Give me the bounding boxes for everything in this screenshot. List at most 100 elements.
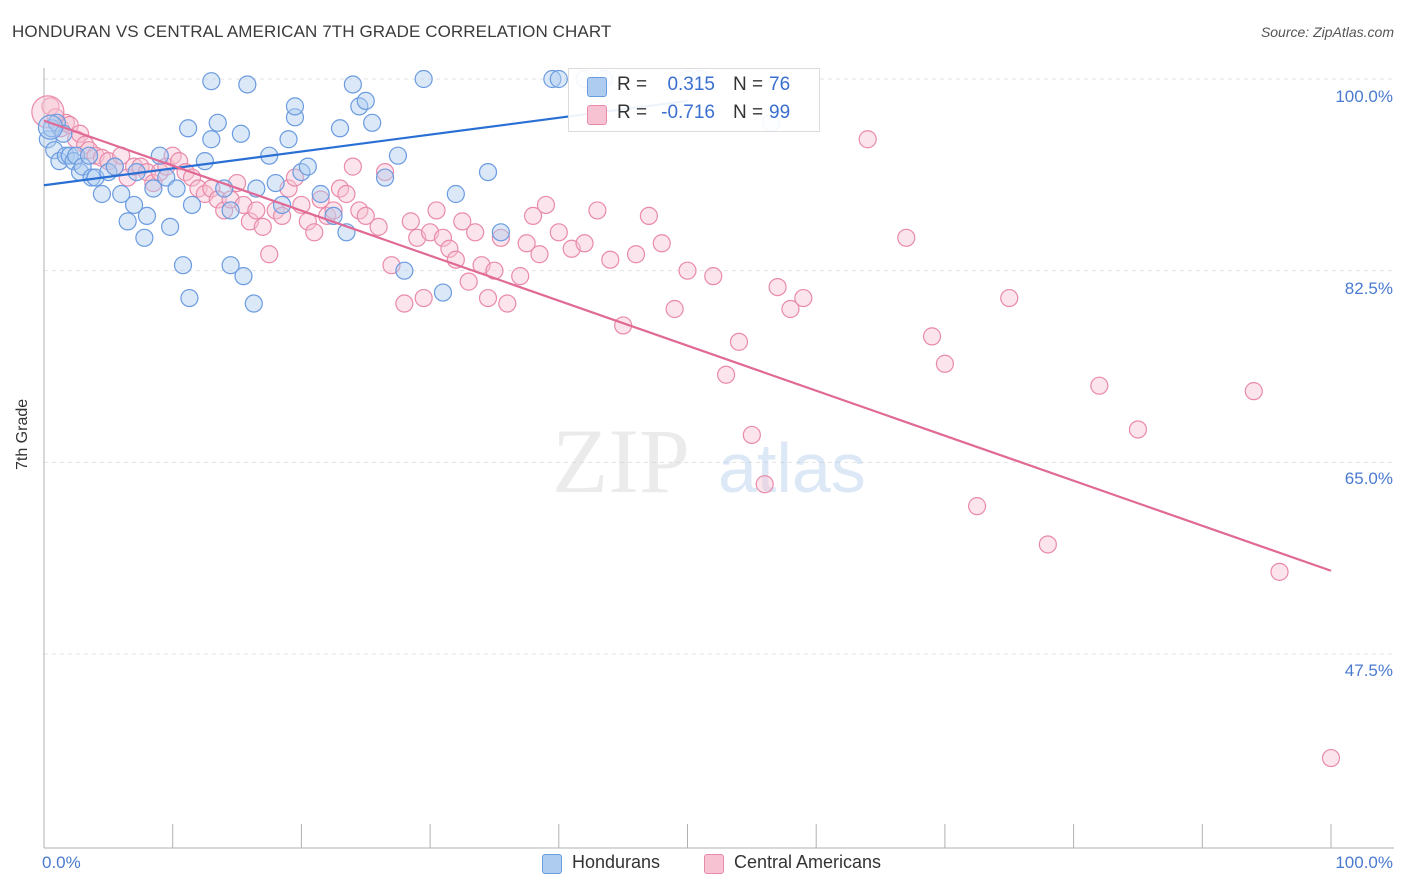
honduran-point [244,294,263,313]
legend-label: Hondurans [572,852,661,872]
honduran-point [135,228,154,247]
honduran-point [37,114,64,140]
honduran-point [79,146,99,165]
legend-r-label: R = [617,74,648,95]
honduran-point [543,69,562,89]
watermark: ZIP atlas [552,410,866,512]
honduran-point [195,152,214,171]
central-american-point [626,245,646,264]
central-american-point [1270,562,1289,581]
honduran-point [433,283,453,302]
y-axis-label: 7th Grade [14,398,31,470]
central-american-point [305,223,324,242]
watermark-zip: ZIP [552,410,690,512]
central-american-point [768,277,787,297]
central-american-point [343,157,362,176]
central-americans-trend-line [43,119,1332,572]
y-tick-label: 47.5% [1344,661,1393,680]
y-tick-label: 65.0% [1344,469,1393,488]
honduran-point [491,223,510,242]
central-american-point [858,130,877,149]
honduran-point [330,119,350,138]
legend-n-label: N = [733,74,764,95]
central-american-point [729,332,749,351]
honduran-point [285,97,305,116]
honduran-point [180,288,199,308]
axes [43,68,1394,849]
central-american-point [717,365,736,384]
honduran-point [234,267,253,286]
honduran-point [298,157,317,176]
honduran-point [221,256,240,275]
honduran-point [356,91,375,111]
central-american-point [549,223,568,242]
honduran-point [266,173,285,193]
central-american-point [208,190,227,209]
central-american-point [967,497,987,516]
honduran-point [343,75,362,94]
legend-row-central-americans: R = -0.716 N = 99 [569,100,819,128]
honduran-point [395,261,414,280]
legend-r-value: 0.315 [667,74,715,95]
central-american-point [755,475,774,494]
honduran-point [124,195,144,215]
honduran-point [202,72,221,91]
honduran-point [105,157,124,176]
honduran-point [478,162,498,182]
honduran-point [179,119,198,138]
central-american-point [395,294,414,313]
central-american-point [459,272,478,291]
chart-source: Source: ZipAtlas.com [1260,24,1394,40]
y-tick-label: 82.5% [1344,279,1393,298]
central-american-point [401,212,420,231]
central-american-point [665,299,684,319]
central-american-point [311,190,330,209]
central-american-point [897,228,916,247]
central-american-point [369,217,388,236]
legend-r-label: R = [617,102,648,123]
central-american-point [704,267,723,286]
honduran-point [202,130,221,149]
legend-n-value: 76 [769,74,791,95]
honduran-point [161,217,180,236]
honduran-point [549,69,568,89]
honduran-point [414,69,433,89]
central-american-point [794,288,813,308]
honduran-point [144,179,163,198]
central-american-point [523,206,543,226]
honduran-point [375,168,395,187]
honduran-point [311,184,330,204]
central-american-point [427,201,446,220]
central-american-point [781,299,800,319]
central-american-point [678,261,697,280]
central-american-point [324,201,343,220]
honduran-point [221,201,240,220]
central-american-point [1000,288,1019,308]
legend-n-label: N = [733,102,764,123]
central-american-point [530,245,549,264]
central-american-point [511,267,530,286]
honduran-point [167,179,186,198]
honduran-point [208,113,227,132]
central-american-point [536,195,556,215]
chart-title: HONDURAN VS CENTRAL AMERICAN 7TH GRADE C… [12,22,612,41]
central-american-point [356,206,375,226]
central-american-point [478,288,498,308]
honduran-point [388,146,408,165]
central-american-point [1090,376,1109,395]
central-american-point [588,201,607,220]
central-american-point [247,201,266,220]
stats-legend: R = 0.315 N = 76 R = -0.716 N = 99 [568,68,820,132]
x-tick-label: 0.0% [42,853,81,872]
honduran-point [231,124,251,143]
central-american-point [498,294,517,313]
honduran-point [182,195,202,215]
central-americans-points [31,95,1341,768]
honduran-point [363,113,382,132]
central-american-point [453,212,472,231]
honduran-point [92,184,112,204]
central-american-point [1321,748,1341,768]
central-american-point [260,245,279,264]
central-american-point [652,234,671,253]
